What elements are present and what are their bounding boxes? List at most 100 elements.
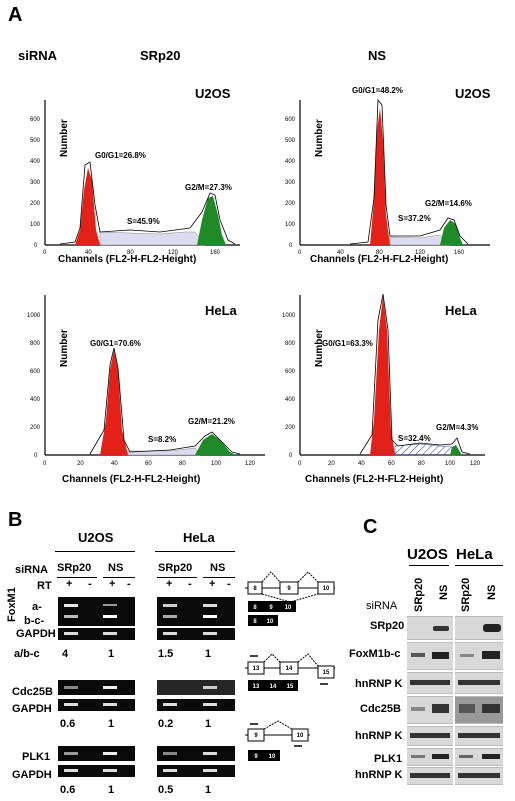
exon-label: 14 — [270, 684, 277, 690]
gel-gapdh-u2os-3 — [58, 765, 135, 777]
divider — [103, 577, 135, 578]
exon-label: 13 — [253, 684, 260, 690]
ytick: 100 — [30, 222, 41, 228]
ytick: 400 — [285, 159, 296, 165]
blot-label-plk1: PLK1 — [374, 753, 403, 765]
gel-band — [163, 615, 177, 618]
blot-label-foxm1: FoxM1b-c — [349, 648, 401, 660]
xtick: 0 — [43, 250, 47, 256]
divider — [203, 577, 235, 578]
plk1-label: PLK1 — [22, 751, 51, 763]
ytick: 400 — [285, 397, 296, 403]
panel-c-lane-srp20-u2os: SRp20 — [413, 577, 425, 612]
gel-band — [64, 632, 78, 635]
blot-label-hnrnpk-1: hnRNP K — [355, 678, 403, 690]
xtick: 60 — [145, 461, 152, 467]
blot-hnrnpk-hela-1 — [455, 672, 503, 694]
ytick: 200 — [285, 425, 296, 431]
hela-srp20-label: SRp20 — [158, 562, 193, 574]
panel-b-cell-hela: HeLa — [183, 530, 215, 545]
exon-label: 14 — [286, 666, 293, 672]
cell-label-1: U2OS — [195, 86, 231, 101]
panel-b-sirna-label: siRNA — [15, 564, 49, 576]
panel-b-cell-u2os: U2OS — [78, 530, 114, 545]
u2os-srp20-label: SRp20 — [57, 562, 92, 574]
g2m-label-2: G2/M=14.6% — [425, 199, 472, 208]
xtick: 20 — [77, 461, 84, 467]
xtick: 40 — [358, 461, 365, 467]
ytick: 0 — [34, 453, 38, 459]
panel-c-lane-srp20-hela: SRp20 — [460, 577, 472, 612]
rt-sign: + — [209, 578, 216, 590]
cell-label-3: HeLa — [205, 303, 238, 318]
gel-foxm1-hela — [157, 597, 235, 626]
gapdh-label-1: GAPDH — [16, 628, 56, 640]
xtick: 40 — [85, 250, 92, 256]
foxm1-ratio: 4 — [62, 648, 69, 660]
xtick: 60 — [388, 461, 395, 467]
gel-band — [103, 752, 117, 755]
ytick: 0 — [289, 453, 293, 459]
gel-band — [103, 686, 117, 689]
gel-gapdh-u2os-1 — [58, 628, 135, 640]
blot-label-srp20: SRp20 — [370, 620, 405, 632]
gel-plk1-hela — [157, 746, 235, 761]
blot-hnrnpk-hela-2 — [455, 726, 503, 746]
foxm1-ratio: 1 — [108, 648, 115, 660]
divider — [157, 577, 197, 578]
g0g1-label-1: G0/G1=26.8% — [95, 151, 146, 160]
gel-band — [103, 615, 117, 618]
exon-label: 9 — [254, 733, 258, 739]
gel-band — [103, 703, 117, 706]
ytick: 0 — [289, 243, 293, 249]
foxm1-ratio: 1.5 — [158, 648, 174, 660]
divider — [57, 577, 97, 578]
u2os-divider — [55, 551, 135, 552]
foxm1-label: FoxM1 — [6, 587, 18, 622]
panel-c-letter: C — [363, 516, 378, 538]
panel-c-cell-u2os: U2OS — [407, 546, 448, 563]
blot-hnrnpk-hela-3 — [455, 767, 503, 785]
blot-label-cdc25b: Cdc25B — [360, 703, 401, 715]
axis-channels-2: Channels (FL2-H-FL2-Height) — [310, 254, 448, 265]
xtick: 100 — [445, 461, 456, 467]
ytick: 1000 — [27, 313, 41, 319]
gel-band — [64, 686, 78, 689]
exon-label: 10 — [297, 733, 304, 739]
xtick: 0 — [298, 250, 302, 256]
gel-cdc25b-hela — [157, 680, 235, 695]
axis-number-4: Number — [314, 329, 325, 367]
blot-hnrnpk-u2os-2 — [407, 726, 453, 746]
gel-band — [203, 752, 217, 755]
gel-band — [203, 703, 217, 706]
g2m-label-4: G2/M=4.3% — [436, 423, 478, 432]
blot-plk1-u2os — [407, 748, 453, 766]
exon-label: 9 — [254, 754, 258, 760]
cell-label-4: HeLa — [445, 303, 478, 318]
band-a-label: a- — [32, 601, 42, 613]
histogram-hela-ns: Number Channels (FL2-H-FL2-Height) HeLa … — [282, 293, 485, 485]
ytick: 200 — [30, 201, 41, 207]
rt-sign: + — [66, 578, 73, 590]
blot-srp20-u2os — [407, 616, 453, 640]
gel-cdc25b-u2os — [58, 680, 135, 695]
histogram-hela-srp20: Number Channels (FL2-H-FL2-Height) HeLa … — [27, 295, 265, 485]
gapdh-label-3: GAPDH — [12, 769, 52, 781]
exon-label: 9 — [269, 605, 273, 611]
hela-divider — [155, 551, 235, 552]
ytick: 600 — [30, 369, 41, 375]
xtick: 100 — [211, 461, 222, 467]
ytick: 300 — [285, 180, 296, 186]
g0g1-label-2: G0/G1=48.2% — [352, 86, 403, 95]
exon-label: 15 — [287, 684, 294, 690]
gel-band — [203, 604, 217, 607]
rt-sign: + — [166, 578, 173, 590]
ytick: 200 — [285, 201, 296, 207]
exon-diagrams: 8 9 10 8 9 10 8 10 13 14 15 13 14 15 9 1… — [245, 571, 335, 761]
rt-sign: - — [227, 578, 231, 590]
exon-label: 10 — [267, 619, 274, 625]
panel-c-lane-ns-hela: NS — [486, 584, 498, 600]
rt-sign: - — [127, 578, 131, 590]
blot-label-hnrnpk-3: hnRNP K — [355, 769, 403, 781]
ytick: 600 — [285, 369, 296, 375]
